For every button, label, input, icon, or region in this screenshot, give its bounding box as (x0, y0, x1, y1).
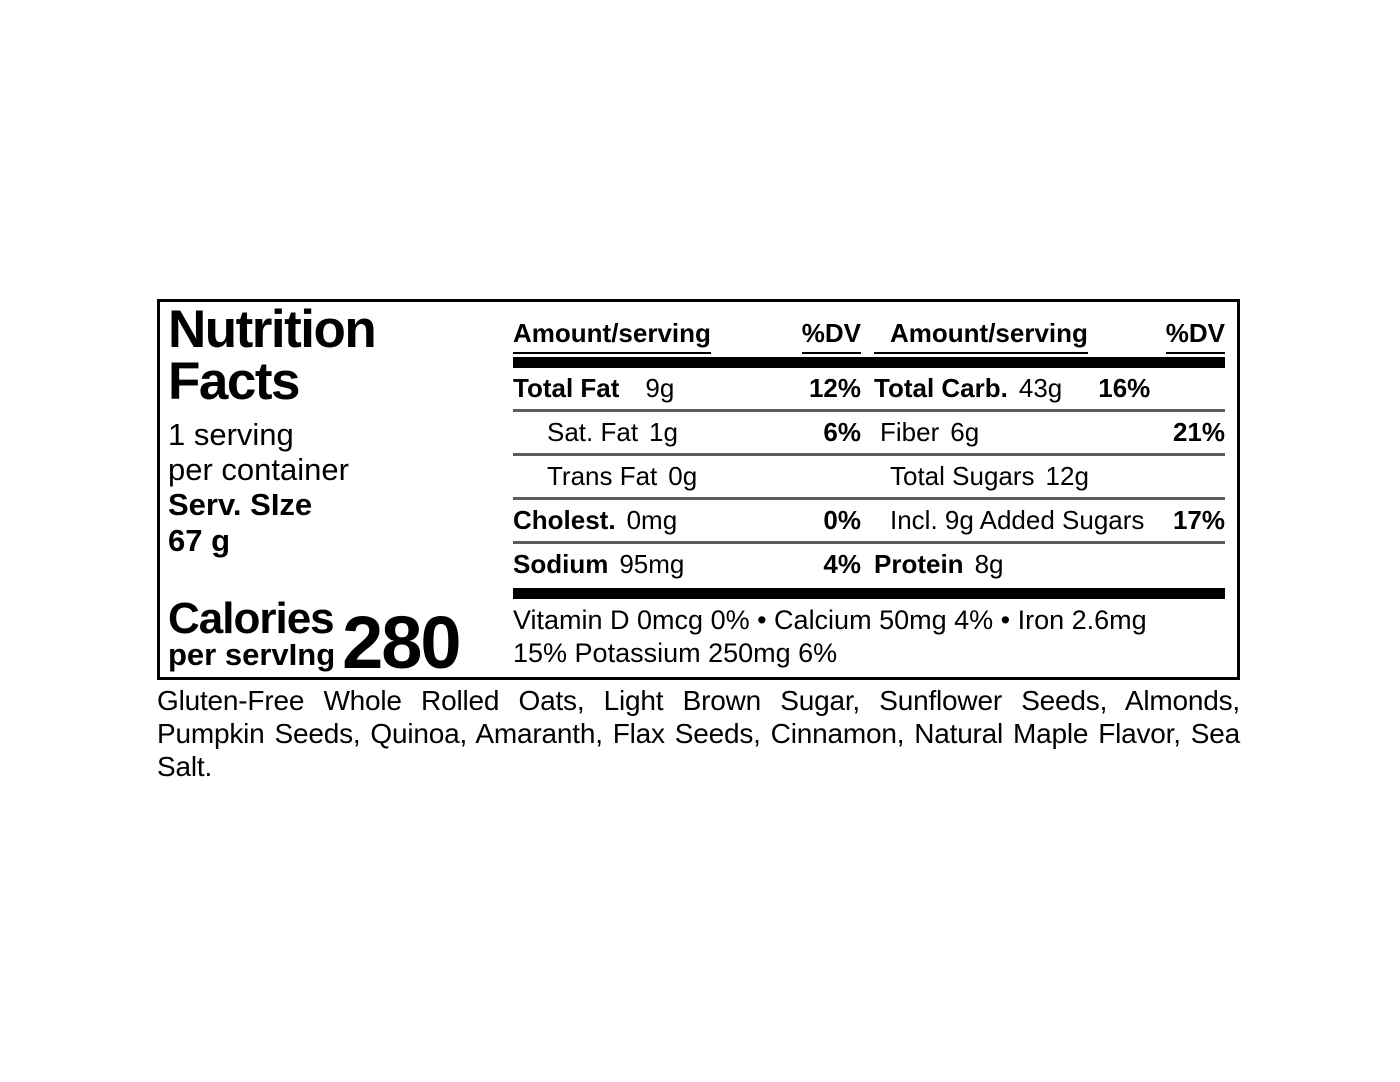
table-row: Sodium 95mg 4% Protein 8g (513, 544, 1225, 585)
nutrient-dv: 4% (823, 549, 861, 579)
nutrient-dv: 0% (823, 505, 861, 535)
table-header-left: Amount/serving %DV (513, 318, 861, 354)
nutrient-total-fat: Total Fat 9g 12% (513, 373, 861, 404)
serving-size-value: 67 g (168, 522, 231, 558)
header-amount-right: Amount/serving (874, 318, 1088, 354)
table-row: Trans Fat 0g Total Sugars 12g (513, 456, 1225, 497)
label-title: Nutrition Facts (168, 300, 513, 411)
nutrient-name: Total Sugars (890, 461, 1035, 491)
servings-line2: per container (168, 451, 349, 487)
calories-per-serving-label: per servIng (168, 637, 336, 673)
nutrient-amount: 12g (1045, 461, 1089, 491)
nutrient-added-sugars: Incl. 9g Added Sugars 17% (874, 505, 1225, 536)
nutrient-name: Sat. Fat (547, 417, 639, 447)
header-amount-left: Amount/serving (513, 318, 711, 354)
ingredients-list: Gluten-Free Whole Rolled Oats, Light Bro… (157, 685, 1240, 782)
row-separator (513, 453, 1225, 456)
nutrient-amount: 9g (645, 373, 675, 403)
nutrient-name: Total Fat (513, 373, 620, 403)
nutrient-amount: 0mg (626, 505, 678, 535)
nutrient-protein: Protein 8g (874, 549, 1225, 580)
nutrient-amount: 43g (1018, 373, 1063, 403)
vitamins-footnote: Vitamin D 0mcg 0% • Calcium 50mg 4% • Ir… (513, 604, 1225, 670)
row-separator (513, 497, 1225, 500)
nutrient-dv: 6% (823, 417, 861, 447)
header-dv-left: %DV (801, 318, 861, 354)
nutrient-dv: 21% (1172, 417, 1225, 447)
calories-section: Calories per servIng 280 (168, 593, 462, 685)
nutrient-amount: 1g (649, 417, 678, 447)
label-title-line2: Facts (168, 351, 300, 411)
nutrient-dv: 16% (1098, 373, 1151, 403)
nutrient-total-sugars: Total Sugars 12g (874, 461, 1225, 492)
row-separator (513, 541, 1225, 544)
nutrient-name: Protein (874, 549, 964, 579)
vitamins-thick-bar (513, 588, 1225, 599)
servings-per-container: 1 serving per container (168, 417, 513, 487)
label-title-line1: Nutrition (168, 300, 377, 359)
nutrient-amount: 95mg (619, 549, 685, 579)
nutrient-trans-fat: Trans Fat 0g (513, 461, 861, 492)
nutrient-sodium: Sodium 95mg 4% (513, 549, 861, 580)
table-row: Sat. Fat 1g 6% Fiber 6g 21% (513, 412, 1225, 453)
nutrient-table: Amount/serving %DV Amount/serving %DV To… (513, 318, 1225, 670)
table-header-row: Amount/serving %DV Amount/serving %DV (513, 318, 1225, 354)
table-row: Total Fat 9g 12% Total Carb. 43g 16% (513, 368, 1225, 409)
calories-value: 280 (342, 601, 461, 685)
vitamins-line2: 15% Potassium 250mg 6% (513, 638, 838, 668)
nutrient-name: Fiber (880, 417, 940, 447)
header-thick-bar (513, 357, 1225, 368)
nutrient-amount: 0g (668, 461, 698, 491)
nutrient-name: Cholest. (513, 505, 616, 535)
nutrient-dv: 17% (1172, 505, 1225, 535)
nutrient-amount: 6g (950, 417, 980, 447)
table-row: Cholest. 0mg 0% Incl. 9g Added Sugars 17… (513, 500, 1225, 541)
table-header-right: Amount/serving %DV (874, 318, 1225, 354)
nutrient-name: Total Carb. (874, 373, 1008, 403)
serving-size-label: Serv. SIze (168, 486, 313, 522)
nutrient-sat-fat: Sat. Fat 1g 6% (513, 417, 861, 448)
servings-line1: 1 serving (168, 416, 294, 452)
nutrient-name: Trans Fat (547, 461, 658, 491)
serving-size: Serv. SIze 67 g (168, 487, 513, 559)
nutrient-fiber: Fiber 6g 21% (874, 417, 1225, 448)
nutrient-cholesterol: Cholest. 0mg 0% (513, 505, 861, 536)
row-separator (513, 409, 1225, 412)
vitamins-line1: Vitamin D 0mcg 0% • Calcium 50mg 4% • Ir… (513, 605, 1147, 635)
nutrient-dv: 12% (808, 373, 861, 403)
nutrient-total-carb: Total Carb. 43g 16% (874, 373, 1225, 404)
nutrient-name: Sodium (513, 549, 609, 579)
nutrient-amount: 8g (974, 549, 1004, 579)
calories-label: Calories (168, 593, 335, 643)
label-left-panel: Nutrition Facts 1 serving per container … (168, 300, 513, 685)
header-dv-right: %DV (1165, 318, 1225, 354)
nutrition-facts-label: Nutrition Facts 1 serving per container … (157, 299, 1240, 680)
calories-labels: Calories per servIng (168, 593, 336, 673)
nutrient-name: Incl. 9g Added Sugars (890, 505, 1145, 535)
